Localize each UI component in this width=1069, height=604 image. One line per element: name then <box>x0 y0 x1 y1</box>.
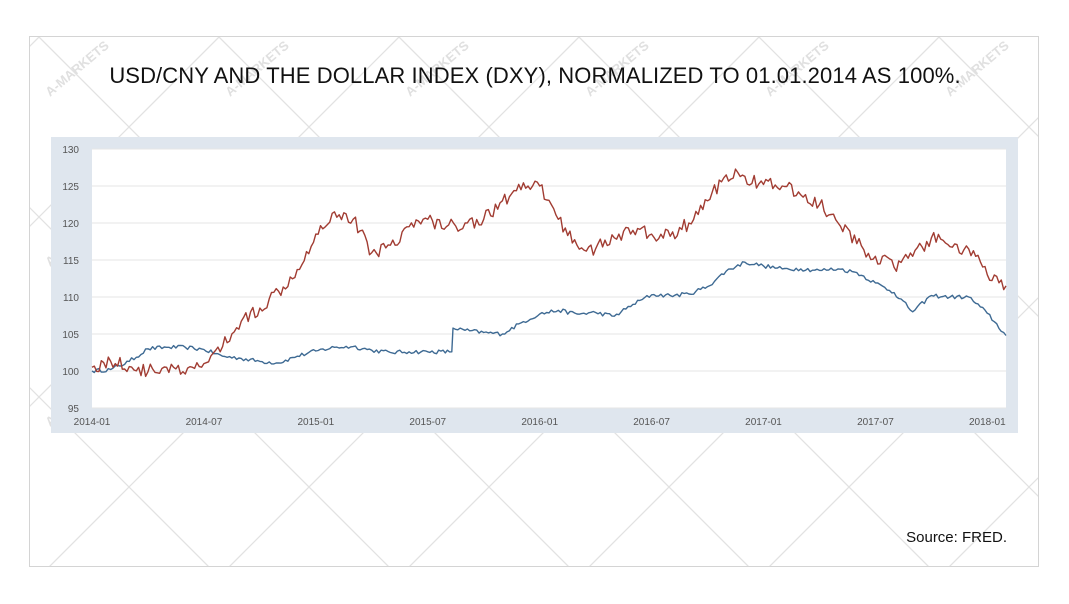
line-chart: 95 100 105 110 115 120 125 130 2014-01 2014-07 201… <box>62 145 1007 428</box>
y-tick-label: 95 <box>68 404 80 415</box>
chart-title: USD/CNY AND THE DOLLAR INDEX (DXY), NORM… <box>109 63 961 88</box>
x-tick-label: 2015-01 <box>297 417 334 428</box>
watermark-line <box>949 477 1038 566</box>
x-tick-label: 2014-07 <box>186 417 223 428</box>
plot-area <box>92 149 1006 408</box>
x-tick-label: 2017-01 <box>745 417 782 428</box>
watermark-line <box>938 37 1038 137</box>
y-tick-label: 105 <box>62 330 79 341</box>
chart-panel: 95 100 105 110 115 120 125 130 2014-01 2014-07 201… <box>51 137 1018 433</box>
x-tick-label: 2018-01 <box>969 417 1006 428</box>
chart-card: A-MARKETS A-MARKETS A-MARKETS A-MARKETS A-MA… <box>29 36 1039 567</box>
y-tick-label: 100 <box>62 367 79 378</box>
watermark-line <box>758 37 1038 317</box>
x-tick-label: 2014-01 <box>74 417 111 428</box>
y-tick-label: 120 <box>62 219 79 230</box>
y-tick-label: 110 <box>63 293 79 304</box>
source-note: Source: FRED. <box>906 529 1007 546</box>
x-tick-label: 2016-01 <box>521 417 558 428</box>
watermark-line <box>30 37 40 47</box>
watermark-line <box>30 37 220 227</box>
x-tick-label: 2017-07 <box>857 417 894 428</box>
dxy-line <box>91 168 1007 378</box>
x-tick-label: 2015-07 <box>409 417 446 428</box>
watermark-line <box>769 297 1038 566</box>
watermark-line <box>30 387 209 566</box>
y-tick-label: 130 <box>62 145 79 156</box>
usd-cny-line <box>91 261 1007 374</box>
x-tick-label: 2016-07 <box>633 417 670 428</box>
y-tick-label: 125 <box>62 182 79 193</box>
y-tick-label: 115 <box>63 256 79 267</box>
